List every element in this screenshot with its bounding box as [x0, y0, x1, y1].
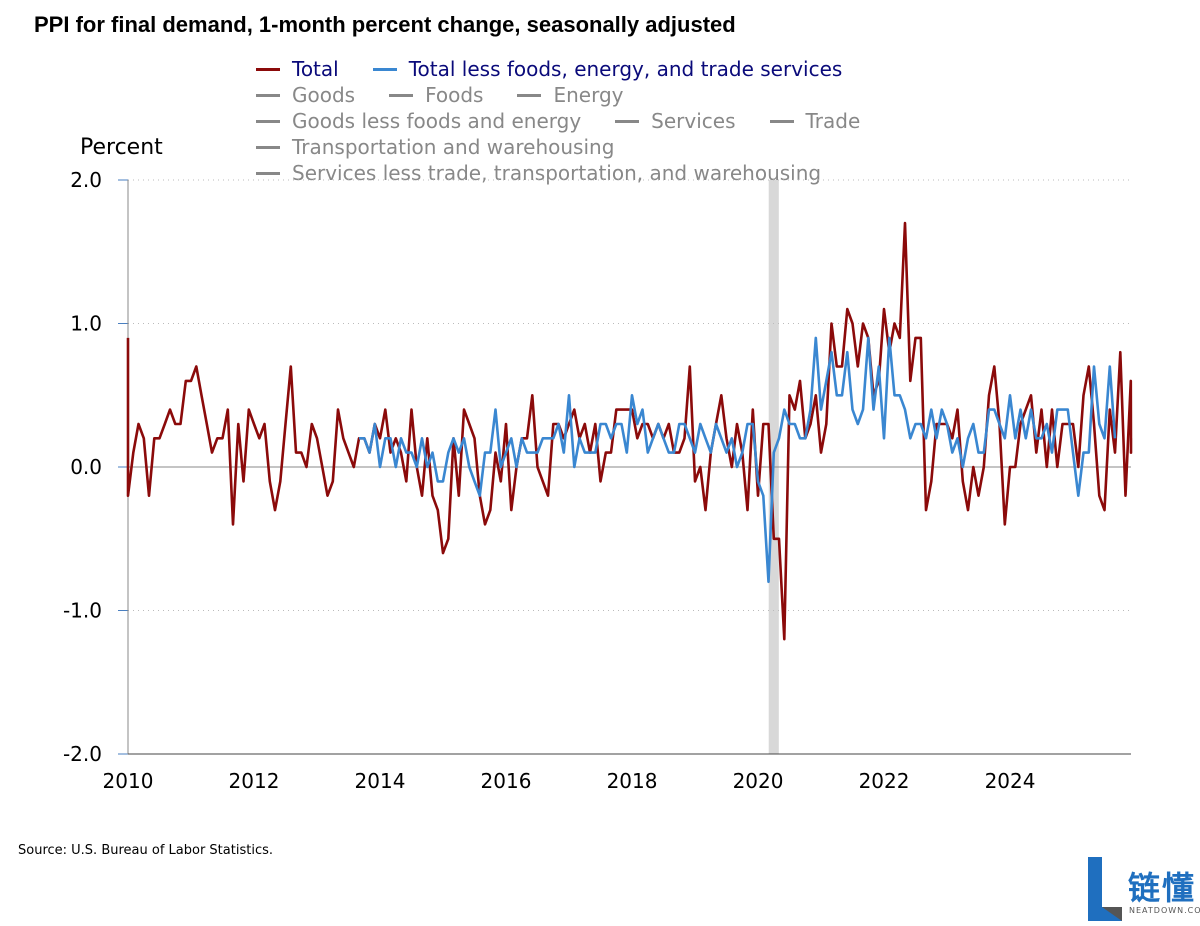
legend-swatch: [769, 119, 794, 123]
legend-swatch: [372, 67, 397, 71]
legend-label: Transportation and warehousing: [292, 135, 615, 159]
y-tick-label: -2.0: [63, 742, 102, 766]
legend-label: Trade: [805, 109, 861, 133]
legend-label: Total: [292, 57, 339, 81]
legend-item[interactable]: Services less trade, transportation, and…: [256, 161, 821, 185]
x-tick-label: 2010: [103, 769, 154, 793]
line-chart: 2.0 1.0 0.0 -1.0 -2.0 Percent 2010 2012 2014 2016…: [63, 135, 1133, 793]
legend-swatch: [615, 119, 640, 123]
legend-row: Services less trade, transportation, and…: [256, 160, 855, 186]
legend-item[interactable]: Goods: [256, 83, 355, 107]
legend-row: Transportation and warehousing: [256, 134, 648, 160]
legend-swatch: [517, 93, 542, 97]
x-tick-label: 2016: [481, 769, 532, 793]
legend-item[interactable]: Services: [615, 109, 736, 133]
legend-row: Total Total less foods, energy, and trade…: [256, 56, 876, 82]
legend-label: Energy: [553, 83, 624, 107]
x-tick-label: 2020: [733, 769, 784, 793]
legend-swatch: [389, 93, 414, 97]
legend-row: Goods less foods and energy Services Trade: [256, 108, 894, 134]
x-tick-label: 2012: [229, 769, 280, 793]
legend-item[interactable]: Total: [256, 57, 339, 81]
x-tick-label: 2018: [607, 769, 658, 793]
x-tick-label: 2014: [355, 769, 406, 793]
legend-row: Goods Foods Energy: [256, 82, 658, 108]
legend-label: Goods less foods and energy: [292, 109, 582, 133]
legend-swatch: [256, 119, 280, 123]
legend-swatch: [256, 67, 280, 71]
logo-text: 链懂: [1128, 869, 1197, 907]
y-tick-label: 0.0: [70, 455, 102, 479]
x-tick-label: 2022: [859, 769, 910, 793]
source-note: Source: U.S. Bureau of Labor Statistics.: [18, 843, 273, 858]
legend-swatch: [256, 145, 280, 149]
y-axis-label: Percent: [80, 135, 163, 160]
y-tick-label: 2.0: [70, 168, 102, 192]
legend-swatch: [256, 93, 280, 97]
legend-label: Goods: [292, 83, 356, 107]
legend-swatch: [256, 171, 280, 175]
legend-label: Total less foods, energy, and trade serv…: [408, 57, 843, 81]
legend-label: Services less trade, transportation, and…: [292, 161, 822, 185]
legend-label: Services: [651, 109, 736, 133]
legend-item[interactable]: Trade: [769, 109, 861, 133]
logo-subtext: NEATDOWN.COM: [1129, 906, 1200, 915]
legend-item[interactable]: Total less foods, energy, and trade serv…: [372, 57, 843, 81]
legend-item[interactable]: Foods: [389, 83, 483, 107]
chart-title: PPI for final demand, 1-month percent ch…: [34, 12, 736, 37]
neatdown-logo-icon: [1088, 857, 1122, 921]
legend-item[interactable]: Energy: [517, 83, 624, 107]
y-tick-label: -1.0: [63, 599, 102, 623]
legend-item[interactable]: Goods less foods and energy: [256, 109, 581, 133]
legend-label: Foods: [425, 83, 484, 107]
legend-item[interactable]: Transportation and warehousing: [256, 135, 614, 159]
y-tick-label: 1.0: [70, 312, 102, 336]
series-line-core: [359, 336, 1117, 584]
x-tick-label: 2024: [985, 769, 1036, 793]
